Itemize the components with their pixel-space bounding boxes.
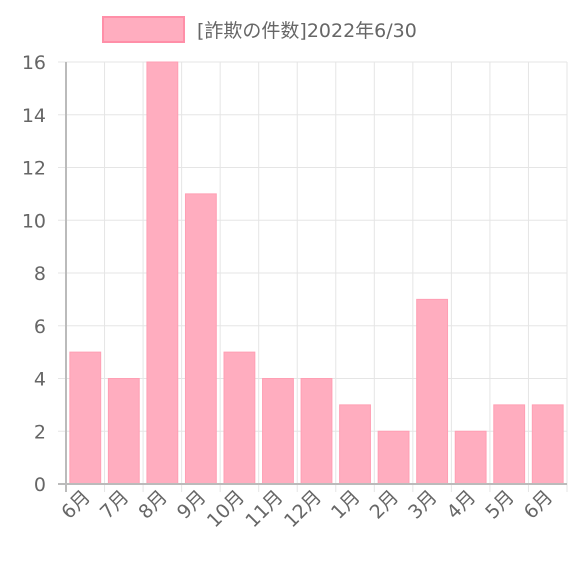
bar-2[interactable] bbox=[146, 61, 179, 485]
y-tick-label: 4 bbox=[34, 369, 46, 391]
x-tick-label: 4月 bbox=[443, 486, 481, 524]
x-tick-label: 1月 bbox=[327, 486, 365, 524]
bar-6[interactable] bbox=[300, 378, 333, 485]
x-tick-label: 3月 bbox=[404, 486, 442, 524]
legend-label: [詐欺の件数]2022年6/30 bbox=[197, 20, 417, 42]
legend[interactable]: [詐欺の件数]2022年6/30 bbox=[102, 16, 417, 43]
bar-3[interactable] bbox=[184, 193, 217, 485]
bar-8[interactable] bbox=[377, 430, 410, 485]
y-tick-label: 8 bbox=[34, 263, 46, 285]
bar-4[interactable] bbox=[223, 351, 256, 485]
y-tick-label: 10 bbox=[22, 210, 46, 232]
y-axis: 0 2 4 6 8 10 12 14 16 bbox=[22, 52, 67, 496]
legend-swatch bbox=[102, 16, 185, 43]
x-tick-label: 7月 bbox=[96, 486, 134, 524]
x-tick-label: 8月 bbox=[134, 486, 172, 524]
x-tick-label: 6月 bbox=[57, 486, 95, 524]
x-tick-label: 2月 bbox=[366, 486, 404, 524]
y-tick-label: 16 bbox=[22, 52, 46, 74]
bar-12[interactable] bbox=[531, 404, 564, 485]
y-tick-label: 6 bbox=[34, 316, 46, 338]
y-tick-label: 0 bbox=[34, 474, 46, 496]
y-tick-label: 14 bbox=[22, 105, 46, 127]
bar-5[interactable] bbox=[262, 378, 294, 485]
y-tick-label: 12 bbox=[22, 158, 46, 180]
bar-7[interactable] bbox=[339, 404, 371, 485]
bar-0[interactable] bbox=[69, 351, 102, 485]
gridlines bbox=[58, 61, 568, 492]
bar-9[interactable] bbox=[416, 298, 449, 485]
bar-10[interactable] bbox=[454, 430, 487, 485]
x-tick-label: 5月 bbox=[481, 486, 519, 524]
x-tick-label: 11月 bbox=[241, 486, 287, 532]
x-tick-label: 12月 bbox=[280, 486, 326, 532]
bars bbox=[69, 61, 564, 485]
x-tick-label: 10月 bbox=[203, 486, 249, 532]
bar-1[interactable] bbox=[107, 378, 140, 485]
x-tick-label: 6月 bbox=[520, 486, 558, 524]
bar-11[interactable] bbox=[493, 404, 526, 485]
y-tick-label: 2 bbox=[34, 421, 46, 443]
